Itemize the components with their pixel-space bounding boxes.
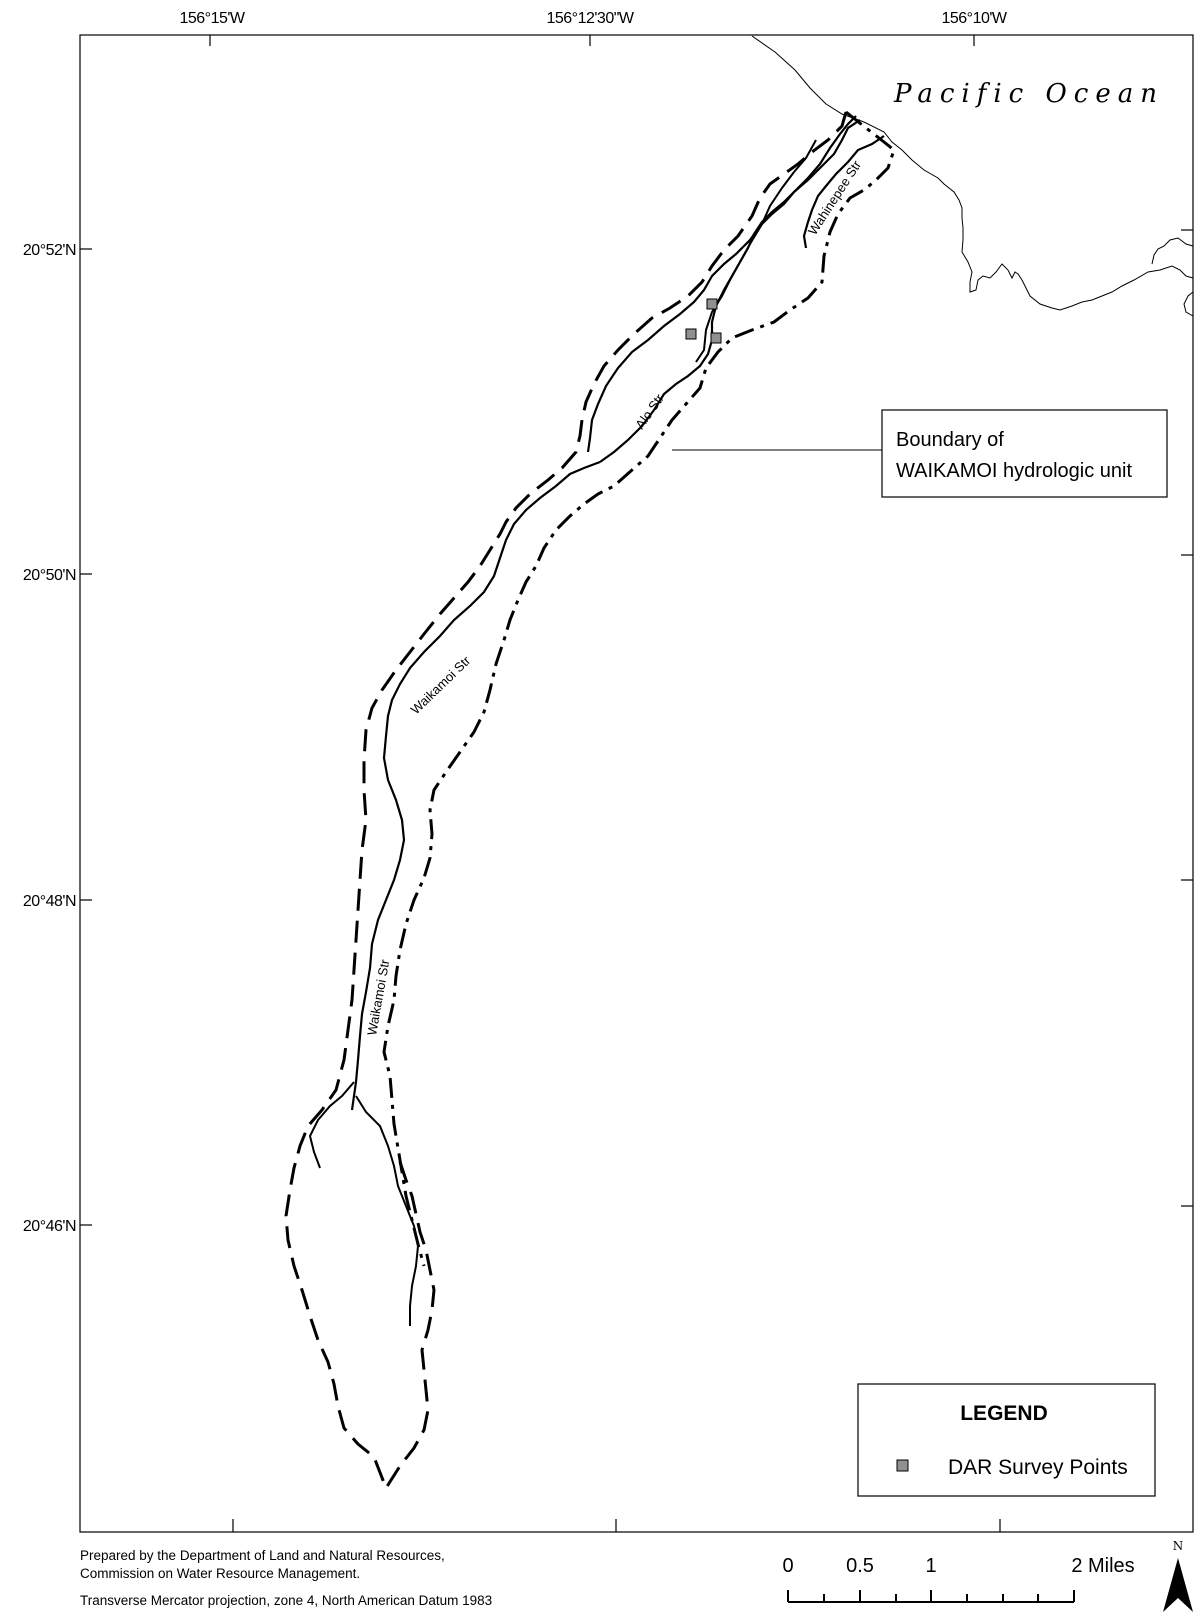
credit-line-2: Commission on Water Resource Management. xyxy=(80,1566,360,1581)
stream-alo-mid xyxy=(695,139,817,363)
left-lat-ticks xyxy=(80,248,92,1226)
survey-point-3 xyxy=(710,332,722,344)
top-lon-ticks xyxy=(209,35,975,46)
lat-label-2: 20°50'N xyxy=(23,567,76,584)
lon-label-3: 156°10'W xyxy=(941,10,1007,27)
label-wahinepee: Wahinepee Str xyxy=(805,157,865,237)
credit-line-1: Prepared by the Department of Land and N… xyxy=(80,1548,445,1563)
north-arrow-icon xyxy=(1163,1558,1193,1612)
map-frame xyxy=(79,34,1194,1533)
bottom-lon-ticks xyxy=(232,1519,1001,1532)
scale-label-half: 0.5 xyxy=(846,1555,874,1577)
callout-line-2: WAIKAMOI hydrologic unit xyxy=(896,460,1132,482)
callout-box xyxy=(881,409,1168,498)
lon-label-2: 156°12'30"W xyxy=(546,10,634,27)
legend-title: LEGEND xyxy=(960,1402,1048,1425)
coastline-east-point xyxy=(1183,291,1194,317)
credit-line-3: Transverse Mercator projection, zone 4, … xyxy=(80,1593,492,1608)
unit-boundary-west xyxy=(284,111,848,1492)
stream-alo-west xyxy=(586,119,861,453)
legend-box xyxy=(857,1383,1156,1497)
lat-label-1: 20°52'N xyxy=(23,242,76,259)
label-waikamoi-lower: Waikamoi Str xyxy=(364,958,392,1037)
coastline-east-bay xyxy=(1151,237,1194,265)
label-alo: Alo Str xyxy=(632,391,667,432)
ocean-label: Pacific Ocean xyxy=(893,79,1164,109)
survey-points xyxy=(685,298,722,344)
stream-waikamoi-branch-west xyxy=(308,1081,355,1169)
label-waikamoi-upper: Waikamoi Str xyxy=(408,653,474,718)
scale-label-1: 1 xyxy=(925,1555,936,1577)
right-lat-ticks xyxy=(1181,229,1193,1207)
scale-bar xyxy=(787,1590,1075,1603)
north-arrow-label: N xyxy=(1173,1539,1184,1553)
legend-survey-point-swatch xyxy=(896,1459,909,1472)
stream-alo-east xyxy=(599,115,857,463)
stream-waikamoi xyxy=(350,460,601,1111)
scale-label-0: 0 xyxy=(782,1555,793,1577)
lat-label-4: 20°46'N xyxy=(23,1218,76,1235)
stream-wahinepee xyxy=(802,135,885,249)
coastline xyxy=(751,35,1194,311)
unit-boundary-east xyxy=(382,110,896,1267)
lat-label-3: 20°48'N xyxy=(23,893,76,910)
stream-waikamoi-branch-south xyxy=(355,1095,420,1326)
survey-point-2 xyxy=(685,328,697,340)
callout-line-1: Boundary of xyxy=(896,429,1004,451)
lon-label-1: 156°15'W xyxy=(179,10,245,27)
scale-label-2: 2 Miles xyxy=(1071,1555,1134,1577)
survey-point-1 xyxy=(706,298,718,310)
legend-item-label: DAR Survey Points xyxy=(948,1456,1128,1479)
